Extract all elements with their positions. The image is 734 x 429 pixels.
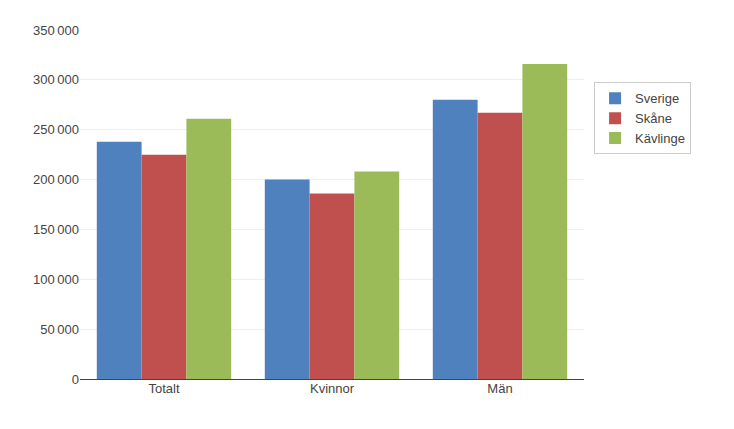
svg-text:50 000: 50 000 — [40, 322, 79, 337]
svg-text:200 000: 200 000 — [33, 172, 79, 187]
svg-text:Totalt: Totalt — [148, 381, 179, 396]
svg-text:Män: Män — [487, 381, 512, 396]
svg-text:300 000: 300 000 — [33, 72, 79, 87]
svg-text:Kvinnor: Kvinnor — [310, 381, 355, 396]
svg-text:150 000: 150 000 — [33, 222, 79, 237]
svg-text:0: 0 — [72, 372, 79, 387]
svg-text:100 000: 100 000 — [33, 272, 79, 287]
svg-text:Sverige: Sverige — [635, 91, 679, 106]
svg-text:250 000: 250 000 — [33, 122, 79, 137]
svg-text:Skåne: Skåne — [635, 111, 672, 126]
svg-text:Kävlinge: Kävlinge — [635, 131, 685, 146]
svg-text:350 000: 350 000 — [33, 23, 79, 38]
